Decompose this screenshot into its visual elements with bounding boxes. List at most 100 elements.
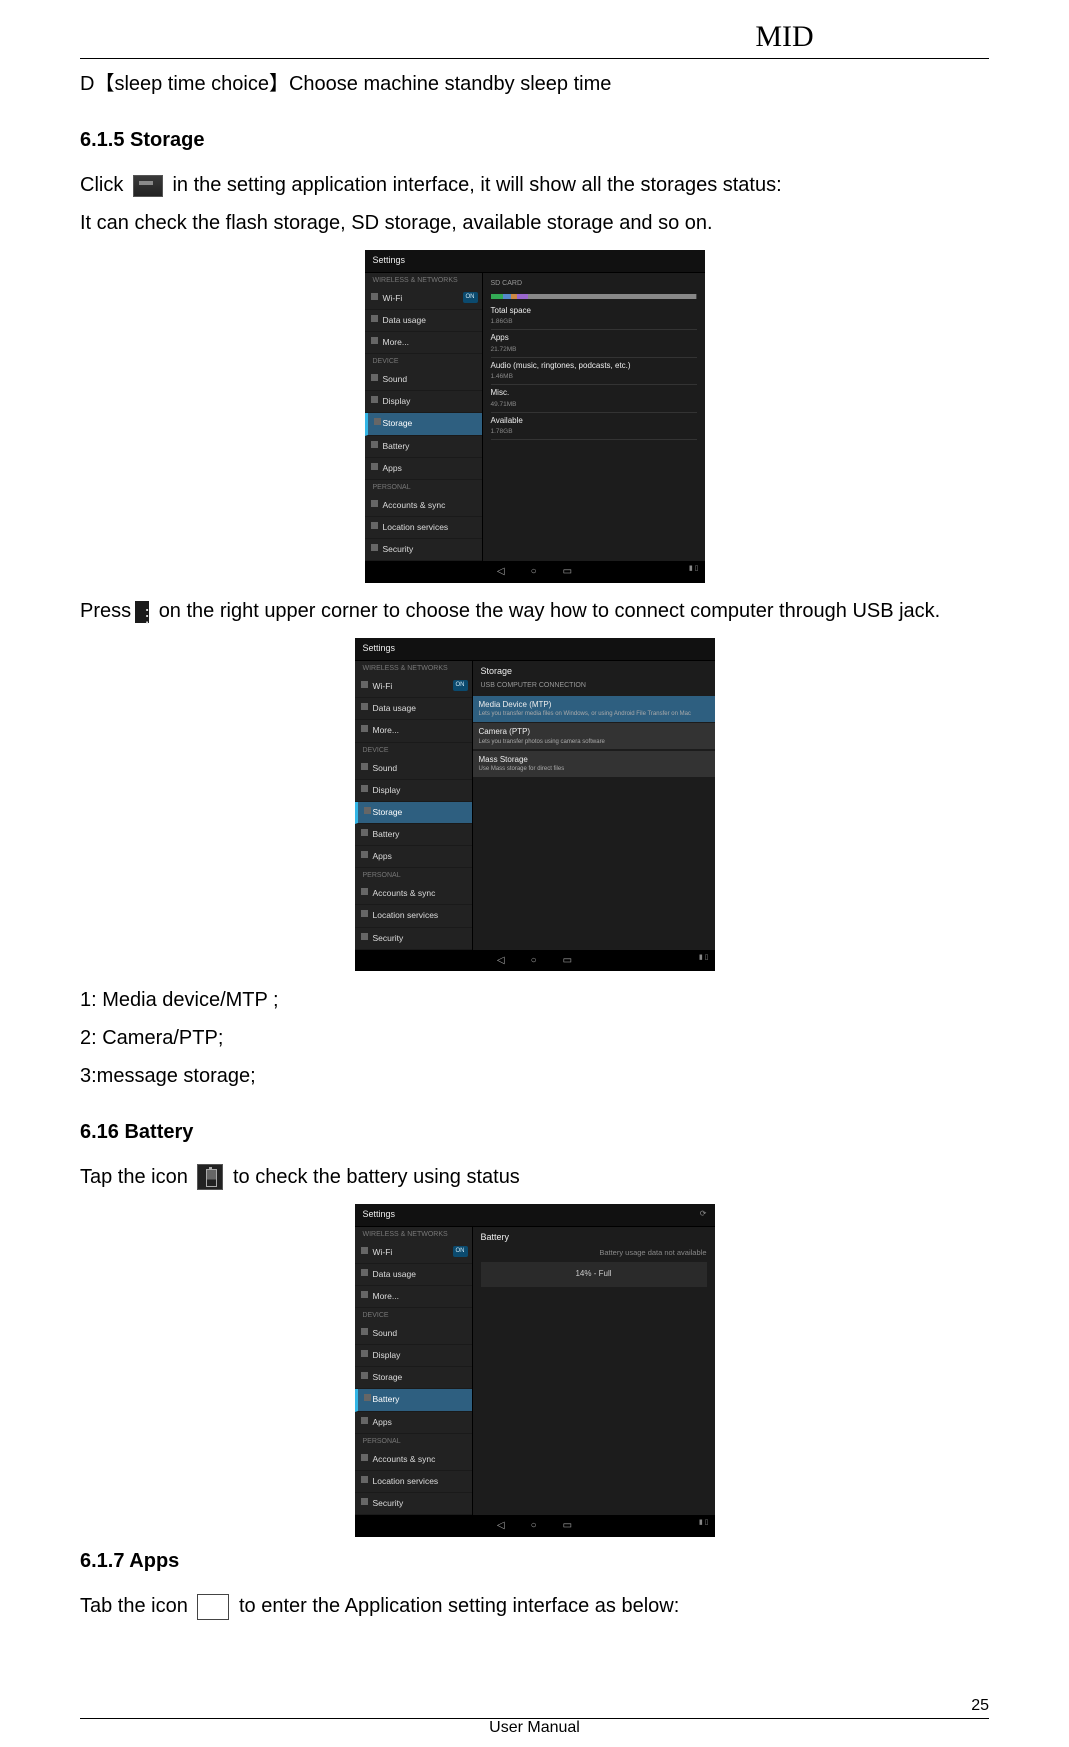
nav3-recent-icon[interactable]: ▭ [563, 1518, 572, 1534]
sidebar-label-wifi: Wi-Fi [383, 293, 403, 303]
sidebar-item-sound[interactable]: Sound [365, 369, 482, 391]
cat-wireless: WIRELESS & NETWORKS [365, 273, 482, 288]
nav2-home-icon[interactable]: ○ [531, 953, 537, 969]
mass-title: Mass Storage [479, 754, 709, 766]
sidebar2-data[interactable]: Data usage [355, 698, 472, 720]
sidebar-item-display[interactable]: Display [365, 391, 482, 413]
sidebar-item-data[interactable]: Data usage [365, 310, 482, 332]
battery-msg: Battery usage data not available [481, 1247, 707, 1259]
total-val: 1.86GB [491, 317, 697, 327]
sidebar2-label-wifi: Wi-Fi [373, 681, 393, 691]
sidebar3-sound[interactable]: Sound [355, 1323, 472, 1345]
usb-opt2: 2: Camera/PTP; [80, 1019, 989, 1057]
sidebar-item-more[interactable]: More... [365, 332, 482, 354]
usb-hd: Storage [481, 665, 707, 679]
storage-click-line: Click in the setting application interfa… [80, 166, 989, 204]
usb-hd2: USB COMPUTER CONNECTION [481, 679, 707, 694]
cat-personal: PERSONAL [365, 480, 482, 495]
cat-device-2: DEVICE [355, 743, 472, 758]
nav2-status: ▮ ▯ [699, 953, 709, 964]
screenshot-battery: Settings ⟳ WIRELESS & NETWORKS Wi-FiON D… [355, 1204, 715, 1537]
apps-label: Apps [491, 332, 697, 344]
apps-val: 21.72MB [491, 345, 697, 355]
avail-val: 1.78GB [491, 427, 697, 437]
sidebar-item-storage[interactable]: Storage [365, 413, 482, 435]
usb-opt3: 3:message storage; [80, 1057, 989, 1095]
sidebar2-more[interactable]: More... [355, 720, 472, 742]
text-click-pre: Click [80, 174, 129, 196]
sidebar3-apps[interactable]: Apps [355, 1412, 472, 1434]
refresh-icon[interactable]: ⟳ [700, 1208, 707, 1222]
sidebar3-security[interactable]: Security [355, 1493, 472, 1515]
sidebar-item-accounts[interactable]: Accounts & sync [365, 495, 482, 517]
sidebar2-location[interactable]: Location services [355, 905, 472, 927]
usb-option-mass[interactable]: Mass Storage Use Mass storage for direct… [473, 751, 715, 777]
battery-icon [197, 1164, 223, 1190]
sidebar2-storage[interactable]: Storage [355, 802, 472, 824]
mass-sub: Use Mass storage for direct files [479, 766, 709, 774]
sidebar2-security[interactable]: Security [355, 928, 472, 950]
sidebar3-battery[interactable]: Battery [355, 1389, 472, 1411]
ab-title-2: Settings [363, 643, 396, 653]
usb-option-mtp[interactable]: Media Device (MTP) Lets you transfer med… [473, 696, 715, 722]
cat-device-3: DEVICE [355, 1308, 472, 1323]
storage-line2: It can check the flash storage, SD stora… [80, 204, 989, 242]
text-tap-pre: Tap the icon [80, 1166, 193, 1188]
nav-recent-icon[interactable]: ▭ [563, 564, 572, 580]
sidebar3-storage[interactable]: Storage [355, 1367, 472, 1389]
text-tab-post: to enter the Application setting interfa… [239, 1595, 679, 1617]
audio-label: Audio (music, ringtones, podcasts, etc.) [491, 360, 697, 372]
text-press-post: on the right upper corner to choose the … [159, 600, 941, 622]
mtp-title: Media Device (MTP) [479, 699, 709, 711]
sidebar2-sound[interactable]: Sound [355, 758, 472, 780]
sidebar-item-apps[interactable]: Apps [365, 458, 482, 480]
sidebar3-data[interactable]: Data usage [355, 1264, 472, 1286]
nav-status: ▮ ▯ [689, 564, 699, 575]
text-tab-pre: Tab the icon [80, 1595, 193, 1617]
sidebar3-wifi[interactable]: Wi-FiON [355, 1242, 472, 1264]
nav3-home-icon[interactable]: ○ [531, 1518, 537, 1534]
nav3-back-icon[interactable]: ◁ [497, 1518, 505, 1534]
sidebar2-wifi[interactable]: Wi-Fi ON [355, 676, 472, 698]
sidebar-item-wifi[interactable]: Wi-Fi ON [365, 288, 482, 310]
cat-wireless-2: WIRELESS & NETWORKS [355, 661, 472, 676]
storage-hd: SD CARD [491, 277, 697, 292]
sidebar3-display[interactable]: Display [355, 1345, 472, 1367]
nav2-recent-icon[interactable]: ▭ [563, 953, 572, 969]
avail-label: Available [491, 415, 697, 427]
nav2-back-icon[interactable]: ◁ [497, 953, 505, 969]
text-press-pre: Press [80, 600, 131, 622]
text-click-post: in the setting application interface, it… [172, 174, 781, 196]
sidebar3-location[interactable]: Location services [355, 1471, 472, 1493]
nav3-status: ▮ ▯ [699, 1518, 709, 1529]
usb-option-ptp[interactable]: Camera (PTP) Lets you transfer photos us… [473, 723, 715, 749]
cat-device: DEVICE [365, 354, 482, 369]
wifi-toggle-2[interactable]: ON [453, 680, 468, 691]
sidebar2-accounts[interactable]: Accounts & sync [355, 883, 472, 905]
sidebar-item-security[interactable]: Security [365, 539, 482, 561]
nav-home-icon[interactable]: ○ [531, 564, 537, 580]
sidebar2-battery[interactable]: Battery [355, 824, 472, 846]
heading-615-storage: 6.1.5 Storage [80, 125, 989, 156]
sidebar-item-location[interactable]: Location services [365, 517, 482, 539]
misc-label: Misc. [491, 387, 697, 399]
sidebar2-display[interactable]: Display [355, 780, 472, 802]
wifi-toggle[interactable]: ON [463, 292, 478, 303]
misc-val: 49.71MB [491, 400, 697, 410]
screenshot-storage-status: Settings WIRELESS & NETWORKS Wi-FiON Dat… [365, 250, 705, 583]
storage-icon [133, 175, 163, 197]
heading-616-battery: 6.16 Battery [80, 1117, 989, 1148]
nav-back-icon[interactable]: ◁ [497, 564, 505, 580]
sidebar-item-battery[interactable]: Battery [365, 436, 482, 458]
page-number: 25 [971, 1697, 989, 1715]
sidebar3-more[interactable]: More... [355, 1286, 472, 1308]
screenshot-usb-connection: Settings WIRELESS & NETWORKS Wi-Fi ON Dat… [355, 638, 715, 971]
ptp-sub: Lets you transfer photos using camera so… [479, 739, 709, 747]
sidebar2-apps[interactable]: Apps [355, 846, 472, 868]
wifi-toggle-3[interactable]: ON [453, 1246, 468, 1257]
sidebar3-accounts[interactable]: Accounts & sync [355, 1449, 472, 1471]
battery-status-box: 14% - Full [481, 1262, 707, 1286]
footer-label: User Manual [80, 1719, 989, 1737]
apps-icon [197, 1594, 229, 1620]
overflow-menu-icon [135, 601, 149, 623]
